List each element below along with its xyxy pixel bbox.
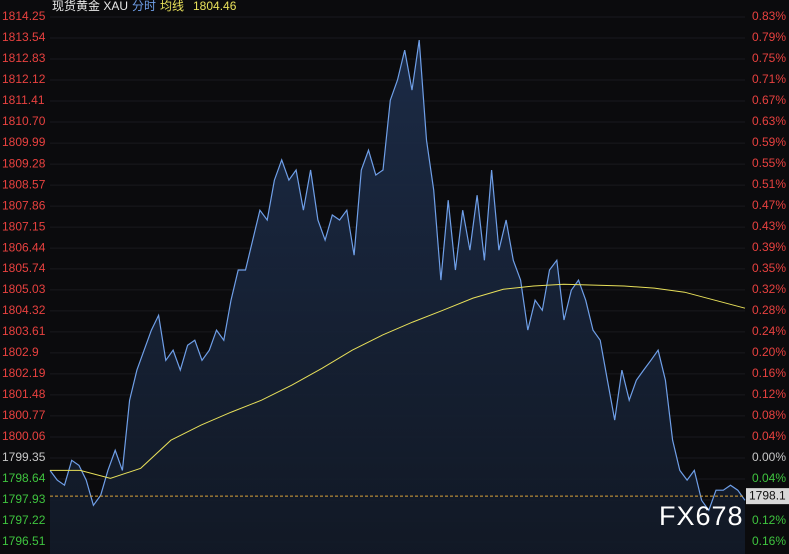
y-tick-label: 1799.35 <box>2 450 46 464</box>
y-tick-label: 1806.44 <box>2 240 46 254</box>
y2-tick-label: 0.47% <box>752 198 786 212</box>
y-tick-label: 1811.41 <box>2 93 45 107</box>
y-tick-label: 1805.03 <box>2 282 46 296</box>
y-tick-label: 1802.9 <box>2 345 39 359</box>
y-tick-label: 1804.32 <box>2 303 46 317</box>
y2-tick-label: 0.59% <box>752 135 786 149</box>
y-tick-label: 1810.70 <box>2 114 46 128</box>
y-tick-label: 1807.15 <box>2 219 46 233</box>
y2-tick-label: 0.04% <box>752 471 786 485</box>
legend-entry: 均线 <box>160 0 184 13</box>
avg-value: 1804.46 <box>193 0 237 13</box>
y-tick-label: 1801.48 <box>2 387 46 401</box>
y2-tick-label: 0.16% <box>752 534 786 548</box>
y2-tick-label: 0.83% <box>752 9 786 23</box>
last-price-box <box>746 488 789 505</box>
y-tick-label: 1797.93 <box>2 492 46 506</box>
y-tick-label: 1808.57 <box>2 177 46 191</box>
header: 现货黄金 XAU 分时 均线 1804.46 <box>52 0 237 13</box>
y2-tick-label: 0.35% <box>752 261 786 275</box>
y2-tick-label: 0.51% <box>752 177 786 191</box>
y-tick-label: 1805.74 <box>2 261 46 275</box>
y-tick-label: 1812.83 <box>2 51 46 65</box>
avg-line <box>50 283 746 479</box>
y2-tick-label: 0.43% <box>752 219 786 233</box>
y2-tick-label: 0.55% <box>752 156 786 170</box>
y2-tick-label: 0.75% <box>752 51 786 65</box>
y-tick-label: 1800.77 <box>2 408 46 422</box>
y-tick-label: 1797.22 <box>2 513 46 527</box>
y-tick-label: 1798.64 <box>2 471 46 485</box>
y2-tick-label: 0.16% <box>752 366 786 380</box>
y-tick-label: 1814.25 <box>2 9 46 23</box>
price-line <box>49 40 746 512</box>
y-tick-label: 1803.61 <box>2 324 46 338</box>
last-price-label: 1798.1 <box>749 488 786 502</box>
y-tick-label: 1813.54 <box>2 30 46 44</box>
y2-tick-label: 0.39% <box>752 240 786 254</box>
y-tick-label: 1812.12 <box>2 72 46 86</box>
y2-tick-label: 0.28% <box>752 303 786 317</box>
y2-tick-label: 0.12% <box>752 513 786 527</box>
y-tick-label: 1796.51 <box>2 534 46 548</box>
chart-title: 现货黄金 XAU <box>52 0 128 13</box>
price-area <box>50 40 745 554</box>
y2-tick-label: 0.24% <box>752 324 786 338</box>
y2-tick-label: 0.63% <box>752 114 786 128</box>
legend-entry: 分时 <box>132 0 156 13</box>
y2-tick-label: 0.67% <box>752 93 786 107</box>
y2-tick-label: 0.12% <box>752 387 786 401</box>
y-tick-label: 1809.99 <box>2 135 46 149</box>
y2-tick-label: 0.20% <box>752 345 786 359</box>
y-tick-label: 1800.06 <box>2 429 46 443</box>
y2-tick-label: 0.08% <box>752 408 786 422</box>
y2-tick-label: 0.32% <box>752 282 786 296</box>
y2-tick-label: 0.04% <box>752 429 786 443</box>
watermark: FX678 <box>659 501 744 531</box>
y2-tick-label: 0.79% <box>752 30 786 44</box>
y-tick-label: 1802.19 <box>2 366 46 380</box>
y-tick-label: 1807.86 <box>2 198 46 212</box>
y2-tick-label: 0.71% <box>752 72 786 86</box>
y-tick-label: 1809.28 <box>2 156 46 170</box>
y2-tick-label: 0.00% <box>752 450 786 464</box>
